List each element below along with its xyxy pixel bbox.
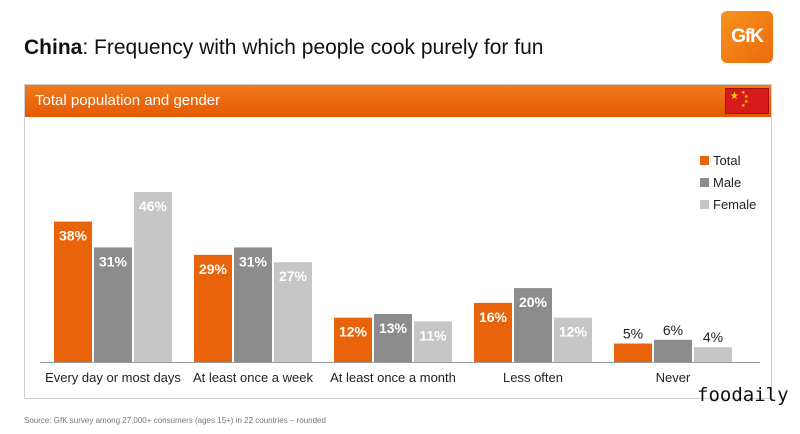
data-label-total-3: 16%: [479, 309, 508, 325]
data-label-male-0: 31%: [99, 253, 128, 269]
bar-total-2: [334, 317, 372, 362]
data-label-female-3: 12%: [559, 324, 588, 340]
category-label-1: At least once a week: [193, 370, 313, 385]
bar-male-1: [234, 247, 272, 362]
data-label-total-2: 12%: [339, 324, 368, 340]
legend-swatch-male: [700, 178, 709, 187]
legend-label-total: Total: [713, 153, 741, 168]
category-label-4: Never: [656, 370, 691, 385]
bar-female-1: [274, 262, 312, 362]
title-text: : Frequency with which people cook purel…: [82, 36, 544, 59]
bar-female-3: [554, 317, 592, 362]
data-label-male-3: 20%: [519, 294, 548, 310]
panel-header: Total population and gender ★ ★ ★ ★ ★: [25, 85, 771, 117]
data-label-total-0: 38%: [59, 228, 88, 244]
data-label-male-1: 31%: [239, 253, 268, 269]
watermark: foodaily: [697, 384, 789, 406]
bar-female-2: [414, 321, 452, 362]
category-label-2: At least once a month: [330, 370, 456, 385]
category-label-0: Every day or most days: [45, 370, 181, 385]
china-flag-icon: ★ ★ ★ ★ ★: [725, 88, 769, 114]
gfk-logo: GfK: [721, 11, 773, 63]
bar-male-0: [94, 247, 132, 362]
data-label-male-4: 6%: [663, 322, 683, 338]
title-country: China: [24, 36, 83, 59]
legend-swatch-total: [700, 156, 709, 165]
panel-title: Total population and gender: [35, 92, 221, 109]
bar-male-2: [374, 313, 412, 362]
legend-label-male: Male: [713, 175, 741, 190]
bar-female-4: [694, 347, 732, 362]
data-label-total-4: 5%: [623, 326, 643, 342]
data-label-female-2: 11%: [419, 327, 447, 343]
data-label-female-0: 46%: [139, 198, 168, 214]
bar-total-0: [54, 221, 92, 362]
legend-label-female: Female: [713, 197, 756, 212]
bar-male-4: [654, 339, 692, 362]
category-label-3: Less often: [503, 370, 563, 385]
bar-total-3: [474, 302, 512, 362]
bar-male-3: [514, 288, 552, 362]
data-label-female-1: 27%: [279, 268, 308, 284]
page-title: China: Frequency with which people cook …: [24, 36, 543, 60]
bar-total-1: [194, 254, 232, 362]
source-note: Source: GfK survey among 27,000+ consume…: [24, 416, 326, 425]
data-label-female-4: 4%: [703, 329, 723, 345]
data-label-male-2: 13%: [379, 320, 408, 336]
data-label-total-1: 29%: [199, 261, 228, 277]
bar-female-0: [134, 192, 172, 362]
bar-total-4: [614, 343, 652, 362]
legend-swatch-female: [700, 200, 709, 209]
